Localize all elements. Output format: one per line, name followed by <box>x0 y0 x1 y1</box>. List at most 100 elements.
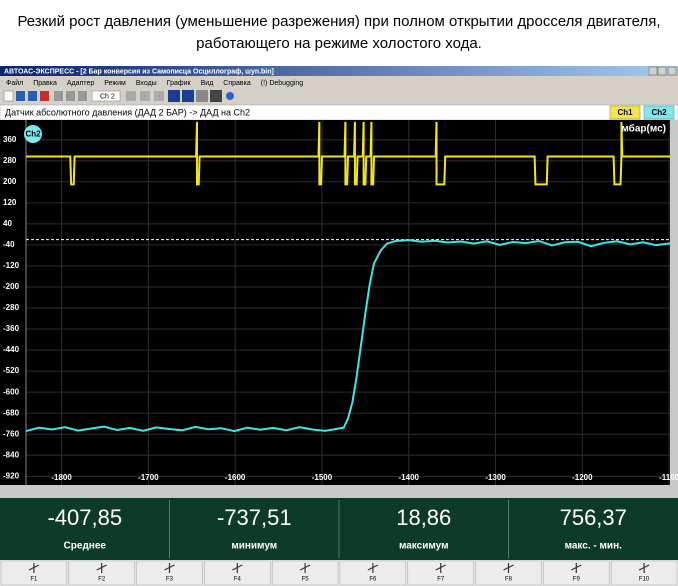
help-button[interactable] <box>226 92 234 100</box>
tool-button[interactable] <box>54 91 63 101</box>
stat-value: -737,51 <box>217 505 292 530</box>
function-key-icon <box>164 563 175 573</box>
x-tick-label: -1800 <box>51 473 72 482</box>
y-tick-label: 360 <box>3 135 17 144</box>
channel-select[interactable] <box>91 90 121 102</box>
window-title: АВТОАС-ЭКСПРЕСС - [2 Бар конверсия из Са… <box>4 68 274 75</box>
channel-button-label: Ch2 <box>651 108 667 117</box>
caption-line: работающего на режиме холостого хода. <box>196 35 482 52</box>
y-tick-label: -40 <box>3 240 15 249</box>
channel-button[interactable] <box>643 105 675 120</box>
function-key-label: F8 <box>505 577 513 583</box>
stats: -407,85 Среднее -737,51 минимум 18,86 максиму… <box>47 500 627 558</box>
function-keys: F1 F2 F3 F4 F5 F6 F7 F8 F9 F10 <box>0 560 678 586</box>
menu-item[interactable]: Правка <box>33 80 57 87</box>
units-label: мбар(мс) <box>621 123 666 135</box>
x-tick-label: -1500 <box>312 473 333 482</box>
plot-area <box>0 120 670 485</box>
function-key-label: F6 <box>369 577 377 583</box>
menu-item[interactable]: Справка <box>223 80 251 87</box>
function-key-label: F7 <box>437 577 445 583</box>
close-button[interactable] <box>667 66 677 76</box>
minimize-button[interactable] <box>648 66 658 76</box>
x-tick-label: -1100 <box>659 473 678 482</box>
stat-value: -407,85 <box>47 505 122 530</box>
tool-button[interactable] <box>210 90 222 102</box>
tool-button[interactable] <box>16 91 25 101</box>
tool-button[interactable] <box>140 91 150 101</box>
menu-item[interactable]: Входы <box>136 80 157 87</box>
menu-bar: Файл Правка Адаптер Режим Входы График Вид Спра… <box>6 79 303 87</box>
menu-item[interactable]: Файл <box>6 79 23 87</box>
tool-button[interactable] <box>78 91 87 101</box>
channel-badge <box>24 125 42 143</box>
y-tick-label: -680 <box>3 408 20 417</box>
stat-value: 756,37 <box>560 505 627 530</box>
function-key-label: F10 <box>639 577 650 583</box>
tool-button[interactable] <box>168 90 180 102</box>
channel-info: Датчик абсолютного давления (ДАД 2 БАР) … <box>5 107 250 117</box>
menu-item[interactable]: Режим <box>104 80 126 87</box>
stat-label: минимум <box>231 541 277 552</box>
x-tick-label: -1400 <box>399 473 420 482</box>
trace <box>25 239 671 433</box>
y-tick-label: 120 <box>3 198 17 207</box>
function-key-icon <box>299 563 311 573</box>
menu-item[interactable]: Вид <box>201 80 214 87</box>
channel-button-label: Ch1 <box>617 108 633 117</box>
stat-value: 18,86 <box>396 505 451 530</box>
y-tick-label: 280 <box>3 156 17 165</box>
y-tick-label: -920 <box>3 471 20 480</box>
tool-button[interactable] <box>196 90 208 102</box>
y-tick-label: -840 <box>3 450 20 459</box>
menu-item[interactable]: (!) Debugging <box>261 80 304 87</box>
y-tick-label: -440 <box>3 345 20 354</box>
tool-button[interactable] <box>28 91 37 101</box>
function-key-icon <box>638 563 650 573</box>
x-tick-label: -1300 <box>485 473 506 482</box>
function-key-icon <box>28 563 40 573</box>
y-tick-label: -520 <box>3 366 20 375</box>
y-tick-label: -280 <box>3 303 20 312</box>
menu-item[interactable]: Адаптер <box>67 80 94 87</box>
channel-badge-label: Ch2 <box>25 130 41 139</box>
scrollbar[interactable] <box>670 120 678 485</box>
x-tick-label: -1600 <box>225 473 246 482</box>
y-tick-label: -360 <box>3 324 20 333</box>
toolbar: Ch 2 <box>3 90 234 102</box>
function-key-label: F1 <box>30 577 38 583</box>
stat-label: максимум <box>399 541 449 552</box>
title-bar <box>0 66 678 76</box>
maximize-button[interactable] <box>657 66 667 76</box>
h-scrollbar[interactable] <box>0 485 678 498</box>
function-key-icon <box>571 563 582 573</box>
tool-button[interactable] <box>182 90 194 102</box>
tool-button[interactable] <box>66 91 75 101</box>
trace <box>26 121 670 186</box>
function-key-label: F2 <box>98 577 106 583</box>
tool-button[interactable] <box>154 91 164 101</box>
y-tick-label: 40 <box>3 219 12 228</box>
tool-button[interactable] <box>126 91 136 101</box>
channel-button[interactable] <box>609 105 641 120</box>
y-tick-label: 200 <box>3 177 17 186</box>
function-key-label: F4 <box>234 577 242 583</box>
stat-label: Среднее <box>64 541 107 552</box>
tool-button[interactable] <box>3 90 14 102</box>
tool-button[interactable] <box>40 91 49 101</box>
y-tick-label: -760 <box>3 429 20 438</box>
channel-select-text: Ch 2 <box>100 93 115 100</box>
y-tick-label: -200 <box>3 282 20 291</box>
x-tick-label: -1200 <box>572 473 593 482</box>
function-key-icon <box>435 563 446 573</box>
menu-item[interactable]: График <box>167 80 192 87</box>
plot: 360 280 200 120 40 -40 -120 -200 -280 -360 -440 -52… <box>3 120 678 485</box>
caption-line: Резкий рост давления (уменьшение разреже… <box>17 13 660 30</box>
x-tick-label: -1700 <box>138 473 159 482</box>
function-key-icon <box>96 563 107 573</box>
function-key-label: F9 <box>573 577 581 583</box>
y-tick-label: -120 <box>3 261 20 270</box>
